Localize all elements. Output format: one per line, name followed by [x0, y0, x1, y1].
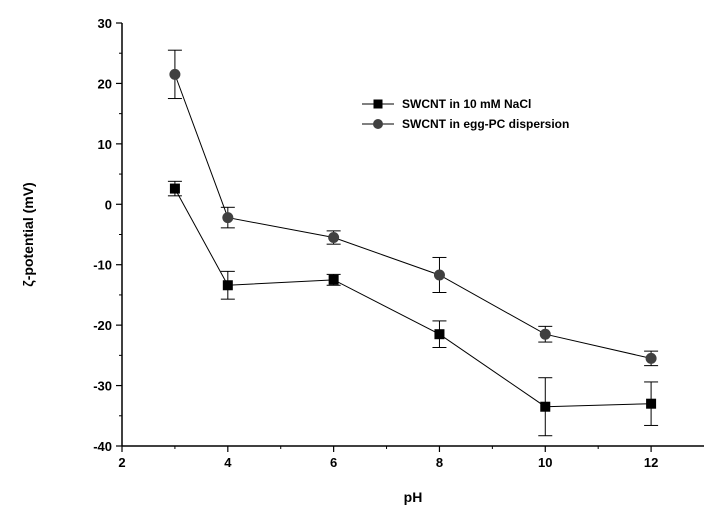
- x-ticks: 2 4 6 8 10 12: [118, 446, 658, 470]
- y-tick-label: 0: [105, 197, 112, 212]
- data-point-square: [646, 398, 657, 409]
- data-point-circle: [328, 232, 340, 244]
- y-tick-label: 20: [98, 76, 112, 91]
- legend-item-2: SWCNT in egg-PC dispersion: [362, 117, 569, 131]
- legend-marker-circle: [373, 119, 383, 129]
- y-tick-label: 10: [98, 137, 112, 152]
- series-line: [174, 74, 652, 359]
- y-tick-label: 30: [98, 16, 112, 31]
- data-point-square: [434, 329, 445, 340]
- x-tick-label: 6: [330, 455, 337, 470]
- data-point-square: [222, 280, 233, 291]
- x-tick-label: 10: [538, 455, 552, 470]
- y-tick-label: -20: [93, 318, 112, 333]
- series-layer: [167, 49, 659, 437]
- x-tick-label: 2: [118, 455, 125, 470]
- data-point-circle: [222, 212, 234, 224]
- data-point-square: [540, 401, 551, 412]
- x-axis-title: pH: [404, 489, 423, 505]
- y-tick-label: -30: [93, 379, 112, 394]
- legend-marker-square: [373, 99, 383, 109]
- series-1: [167, 180, 659, 437]
- data-point-circle: [433, 269, 445, 281]
- series-2: [167, 49, 659, 367]
- data-point-circle: [645, 352, 657, 364]
- x-tick-label: 8: [436, 455, 443, 470]
- x-tick-label: 4: [224, 455, 232, 470]
- legend-label: SWCNT in 10 mM NaCl: [402, 97, 531, 111]
- x-tick-label: 12: [644, 455, 658, 470]
- y-tick-label: -10: [93, 258, 112, 273]
- y-axis-title: ζ-potential (mV): [20, 182, 36, 286]
- legend: SWCNT in 10 mM NaCl SWCNT in egg-PC dispe…: [362, 97, 569, 131]
- data-point-square: [328, 274, 339, 285]
- legend-label: SWCNT in egg-PC dispersion: [402, 117, 569, 131]
- data-point-circle: [539, 328, 551, 340]
- axes: [121, 23, 704, 447]
- data-point-circle: [169, 68, 181, 80]
- legend-item-1: SWCNT in 10 mM NaCl: [362, 97, 531, 111]
- series-line: [174, 188, 652, 408]
- y-ticks: 30 20 10 0 -10 -20 -30 -40: [93, 16, 122, 454]
- data-point-square: [169, 183, 180, 194]
- y-tick-label: -40: [93, 439, 112, 454]
